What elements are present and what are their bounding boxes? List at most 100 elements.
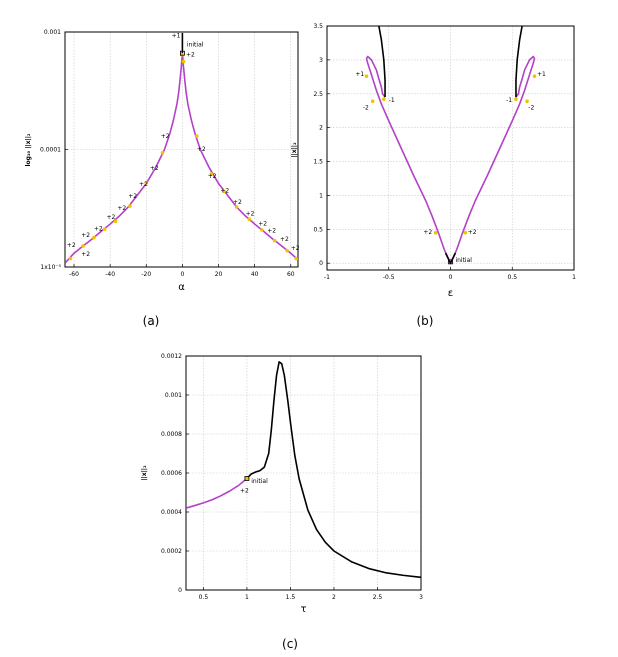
y-tick-label: 1: [319, 192, 323, 199]
series-line-1: [246, 361, 421, 579]
x-tick-label: -60: [69, 271, 79, 278]
annotation-label: -1: [389, 97, 395, 104]
annotation-label: +2: [291, 245, 300, 252]
data-point: [209, 172, 214, 176]
data-point: [272, 238, 277, 243]
chart-panel-1: -1 -0.5 0 0.5 1 0 0.5 1 1.5 2 2.5 3 3.5 +1 -2 -1 -1 -2 +1 +…: [291, 23, 576, 328]
annotation-label: initial: [187, 42, 204, 49]
data-point: [222, 189, 226, 194]
data-point: [144, 181, 149, 185]
annotation-label: -2: [528, 104, 534, 111]
x-tick-label: 0.5: [507, 274, 517, 281]
data-point: [532, 74, 537, 78]
x-tick-label: -20: [141, 271, 151, 278]
series-line-2: [378, 26, 386, 98]
y-tick-label: 1x10⁻⁵: [40, 264, 61, 271]
annotation-label: +2: [161, 133, 170, 140]
y-tick-label: 1.5: [313, 159, 323, 166]
y-tick-label: 3: [319, 57, 323, 64]
annotation-label: +2: [139, 181, 148, 188]
data-point: [128, 204, 132, 208]
x-tick-label: 1: [245, 594, 249, 601]
x-tick-label: 0: [449, 274, 453, 281]
annotation-label: +2: [258, 221, 267, 228]
annotation-label: +1: [537, 71, 546, 78]
annotation-label: +2: [128, 193, 137, 200]
y-tick-label: 0: [178, 587, 182, 594]
x-tick-label: -1: [324, 274, 330, 281]
annotation-label: +1: [172, 32, 181, 39]
data-point: [514, 97, 518, 101]
y-tick-label: 2: [319, 125, 323, 132]
annotation-label: +1: [355, 71, 364, 78]
annotation-label: +2: [233, 199, 242, 206]
x-tick-label: 1: [572, 274, 576, 281]
annotation-label: +2: [67, 242, 76, 249]
series-line-1: [449, 55, 536, 264]
x-axis-label: ε: [448, 288, 453, 299]
data-point: [113, 219, 118, 224]
annotation-label: +2: [220, 188, 229, 195]
annotation-label: +2: [197, 146, 206, 153]
data-point: [285, 248, 289, 253]
y-axis-label: ||x||₂: [141, 465, 148, 481]
annotation-label: +2: [81, 251, 90, 258]
chart-panel-2: 0.5 1 1.5 2 2.5 3 0 0.0002 0.0004 0.0006 0.0008 0.0…: [141, 353, 423, 651]
y-tick-label: 0.0001: [40, 147, 61, 154]
y-tick-label: 3.5: [313, 23, 323, 30]
data-point: [181, 59, 186, 64]
data-point: [463, 230, 468, 235]
data-point: [370, 99, 375, 104]
data-point: [247, 217, 252, 222]
annotation-label: +2: [240, 488, 249, 495]
y-tick-label: 0.001: [44, 29, 61, 36]
x-tick-label: -0.5: [383, 274, 395, 281]
x-tick-label: 2: [332, 594, 336, 601]
annotation-label: +2: [468, 229, 477, 236]
initial-marker: [244, 476, 250, 481]
y-tick-label: 0.5: [313, 226, 323, 233]
data-point: [195, 134, 199, 138]
data-point: [260, 228, 264, 232]
chart-panel-0: -60 -40 -20 0 20 40 60 1x10⁻⁵ 0.0001 0.001 +1 initi…: [25, 29, 300, 328]
y-tick-label: 0.0004: [161, 509, 182, 516]
x-tick-label: 0.5: [199, 594, 209, 601]
annotation-label: +2: [208, 173, 217, 180]
x-axis-label: α: [178, 282, 185, 293]
x-tick-label: 60: [287, 271, 295, 278]
data-point: [433, 230, 438, 235]
annotation-label: +2: [246, 210, 255, 217]
y-axis-label: log₁₀ ||x||₂: [25, 133, 32, 166]
x-tick-label: 1.5: [286, 594, 296, 601]
y-tick-label: 0.0008: [161, 431, 182, 438]
annotation-label: +2: [267, 227, 276, 234]
panel-label: (b): [417, 314, 434, 328]
y-tick-label: 2.5: [313, 91, 323, 98]
data-point: [245, 476, 249, 481]
series-line-0: [186, 477, 248, 509]
series-line-4: [444, 252, 457, 265]
annotation-label: initial: [251, 478, 268, 485]
data-point: [234, 205, 239, 209]
y-tick-label: 0.0012: [161, 353, 182, 360]
data-point: [92, 235, 96, 240]
initial-marker: [180, 50, 185, 56]
series-line-0: [365, 55, 452, 264]
annotation-label: initial: [455, 257, 472, 264]
annotation-label: +2: [280, 236, 289, 243]
x-tick-label: 2.5: [373, 594, 383, 601]
x-tick-label: 0: [180, 271, 184, 278]
x-tick-label: -40: [105, 271, 115, 278]
data-point: [525, 99, 529, 104]
annotation-label: +2: [107, 214, 116, 221]
data-point: [364, 74, 369, 78]
y-tick-label: 0: [319, 260, 323, 267]
series-line-1: [181, 53, 298, 261]
data-point: [68, 256, 73, 261]
annotation-label: +2: [186, 51, 195, 58]
panel-label: (a): [143, 314, 160, 328]
annotation-label: +2: [94, 225, 103, 232]
annotation-label: -2: [363, 104, 369, 111]
x-tick-label: 20: [215, 271, 223, 278]
